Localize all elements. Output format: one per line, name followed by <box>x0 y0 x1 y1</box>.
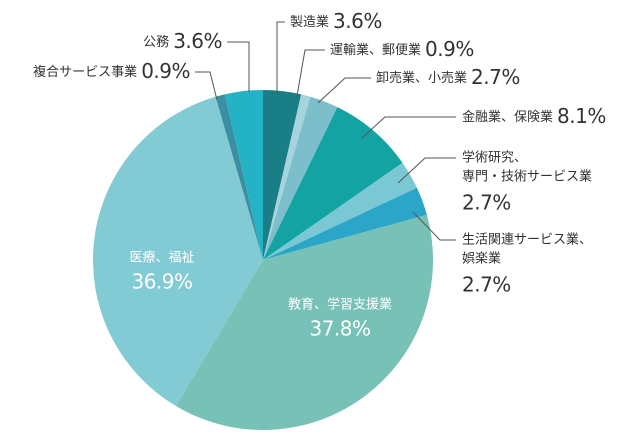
leader-line <box>397 157 456 184</box>
slice-label: 製造業 <box>290 14 329 30</box>
value-label: 3.6% <box>333 9 382 33</box>
slice-label-group: 金融業、保険業 8.1% <box>462 104 606 128</box>
slice-label: 学術研究、 <box>462 150 527 166</box>
value-label: 2.7% <box>462 191 511 215</box>
pie-slice <box>93 96 263 407</box>
slice-label-group: 運輸業、郵便業 0.9% <box>330 37 474 61</box>
slice-label-group: 製造業 3.6% <box>290 9 382 33</box>
slice-label: 金融業、保険業 <box>462 109 553 125</box>
value-label: 0.9% <box>425 37 474 61</box>
pie-slice <box>263 90 302 260</box>
slice-label: 複合サービス事業 <box>33 64 137 80</box>
leader-line <box>317 77 371 104</box>
slice-label: 卸売業、小売業 <box>376 70 467 86</box>
slice-label: 運輸業、郵便業 <box>330 42 421 58</box>
leader-line <box>296 49 325 97</box>
value-label: 36.9% <box>131 270 192 294</box>
value-label: 37.8% <box>309 317 370 341</box>
leader-line <box>412 211 456 241</box>
slice-label: 公務 <box>143 35 169 50</box>
value-label: 3.6% <box>173 29 222 53</box>
pie-slice <box>175 214 434 431</box>
leader-line <box>195 71 218 101</box>
slice-label: 娯楽業 <box>462 251 501 267</box>
pie-slice <box>215 94 263 260</box>
slice-label: 生活関連サービス業、 <box>462 232 592 248</box>
pie-slice <box>263 162 417 260</box>
leader-line <box>227 41 250 92</box>
pie-slice <box>263 107 403 261</box>
leader-line <box>361 116 456 139</box>
slice-label: 医療、福祉 <box>129 251 194 266</box>
value-label: 0.9% <box>141 59 190 83</box>
slice-label-group: 複合サービス事業 0.9% <box>33 59 190 83</box>
value-label: 2.7% <box>471 65 520 89</box>
pie-slice <box>224 90 263 260</box>
leader-line <box>276 21 285 94</box>
pie-slice <box>263 94 311 260</box>
pie-slice <box>263 96 338 260</box>
slice-label-group: 卸売業、小売業 2.7% <box>376 65 520 89</box>
value-label: 8.1% <box>557 104 606 128</box>
value-label: 2.7% <box>462 273 511 297</box>
slice-label: 教育、学習支援業 <box>288 297 392 313</box>
slice-label-group: 公務 3.6% <box>143 29 222 53</box>
pie-slice <box>263 187 427 260</box>
slice-label: 専門・技術サービス業 <box>462 169 592 185</box>
